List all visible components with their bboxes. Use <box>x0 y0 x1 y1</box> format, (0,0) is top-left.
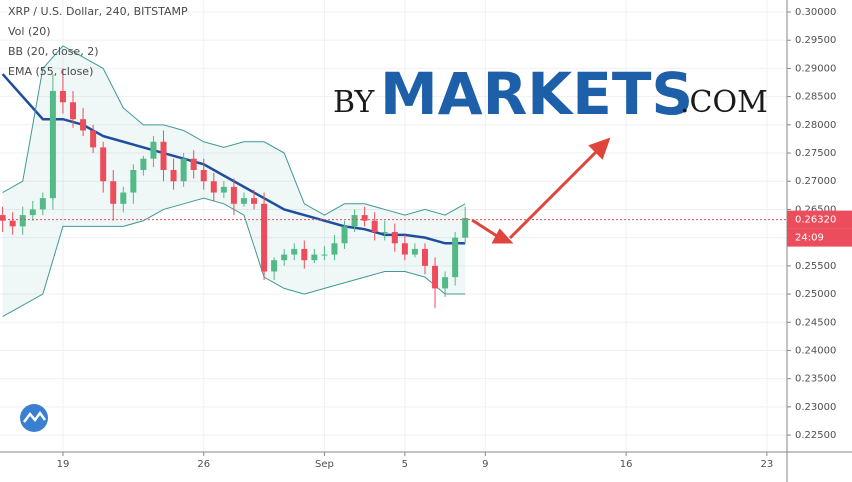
axes: 0.22500 0.23000 0.23500 0.24000 0.24500 0.250… <box>0 7 852 470</box>
x-tick-label: Sep <box>315 459 334 470</box>
indicator-label: BB (20, close, 2) <box>8 45 99 58</box>
y-tick-label: 0.27000 <box>795 176 836 187</box>
y-tick-label: 0.23000 <box>795 402 836 413</box>
candle-body <box>160 141 167 170</box>
arrow <box>508 148 600 240</box>
candle-body <box>452 237 459 278</box>
candle-body <box>411 248 418 255</box>
candle-body <box>442 277 449 289</box>
y-tick-label: 0.29500 <box>795 35 836 46</box>
x-tick-label: 9 <box>482 459 488 470</box>
indicator-label: Vol (20) <box>8 25 51 38</box>
candle-body <box>220 186 227 193</box>
candle-body <box>401 243 408 255</box>
candle-body <box>421 248 428 266</box>
indicator-label: EMA (55, close) <box>8 65 93 78</box>
candle-body <box>150 141 157 159</box>
candle-body <box>351 215 358 227</box>
candle-body <box>210 181 217 193</box>
candle-body <box>180 158 187 182</box>
candles <box>0 68 469 309</box>
candle-body <box>90 130 97 148</box>
candle-body <box>200 169 207 182</box>
arrow-head <box>588 137 611 160</box>
x-tick-label: 16 <box>620 459 633 470</box>
candle-body <box>0 215 6 221</box>
x-tick-label: 5 <box>402 459 408 470</box>
title: XRP / U.S. Dollar, 240, BITSTAMP <box>8 5 188 18</box>
y-tick-label: 0.22500 <box>795 430 836 441</box>
x-tick-label: 19 <box>57 459 70 470</box>
arrow <box>471 218 501 240</box>
candle-body <box>70 102 77 120</box>
candle-body <box>9 220 16 227</box>
candle-body <box>462 217 469 238</box>
candle-body <box>301 248 308 261</box>
candle-body <box>251 198 258 204</box>
candle-body <box>230 186 237 204</box>
candle-body <box>271 260 278 272</box>
last-price-label: 0.26320 <box>795 215 836 226</box>
logo-mark <box>23 410 47 423</box>
candle-body <box>361 215 368 221</box>
candle-body <box>331 243 338 255</box>
watermark-suffix: .COM <box>680 85 768 120</box>
candle-body <box>80 119 87 131</box>
candle-body <box>432 265 439 289</box>
x-tick-label: 26 <box>197 459 210 470</box>
candle-body <box>140 158 147 170</box>
candle-body <box>311 254 318 261</box>
candle-body <box>371 220 378 233</box>
watermark-brand: MARKETS <box>380 60 693 128</box>
indicator-line <box>2 45 466 216</box>
watermark: BY MARKETS .COM <box>333 60 768 128</box>
candle-body <box>39 198 46 210</box>
y-tick-label: 0.29000 <box>795 63 836 74</box>
arrow-head <box>491 228 514 244</box>
arrows <box>471 137 611 244</box>
candle-body <box>281 254 288 261</box>
candle-body <box>240 198 247 204</box>
candle-body <box>59 90 66 103</box>
countdown-box <box>787 228 852 247</box>
candle-body <box>261 203 268 272</box>
candle-body <box>100 147 107 182</box>
y-tick-label: 0.25500 <box>795 261 836 272</box>
y-tick-label: 0.23500 <box>795 374 836 385</box>
y-tick-label: 0.24500 <box>795 317 836 328</box>
y-tick-label: 0.28000 <box>795 120 836 131</box>
candle-body <box>110 181 117 204</box>
last-price-box <box>787 210 852 229</box>
x-tick-label: 23 <box>761 459 774 470</box>
logo <box>20 404 48 432</box>
candle-body <box>120 192 127 204</box>
candle-body <box>49 90 56 199</box>
y-tick-label: 0.28500 <box>795 92 836 103</box>
candle-body <box>291 248 298 255</box>
legend: XRP / U.S. Dollar, 240, BITSTAMP Vol (20… <box>8 5 188 78</box>
countdown: 24:09 <box>795 233 824 244</box>
candle-body <box>190 158 197 170</box>
candle-body <box>19 215 26 227</box>
candle-body <box>130 169 137 193</box>
y-tick-label: 0.30000 <box>795 7 836 18</box>
candle-body <box>321 254 328 256</box>
grid <box>0 0 787 452</box>
watermark-prefix: BY <box>333 85 376 120</box>
candle-body <box>381 232 388 234</box>
candle-body <box>170 169 177 182</box>
y-tick-label: 0.25000 <box>795 289 836 300</box>
y-tick-label: 0.24000 <box>795 345 836 356</box>
candle-body <box>29 209 36 216</box>
y-tick-label: 0.26500 <box>795 204 836 215</box>
y-tick-label: 0.27500 <box>795 148 836 159</box>
candle-body <box>341 226 348 244</box>
candle-body <box>391 232 398 244</box>
